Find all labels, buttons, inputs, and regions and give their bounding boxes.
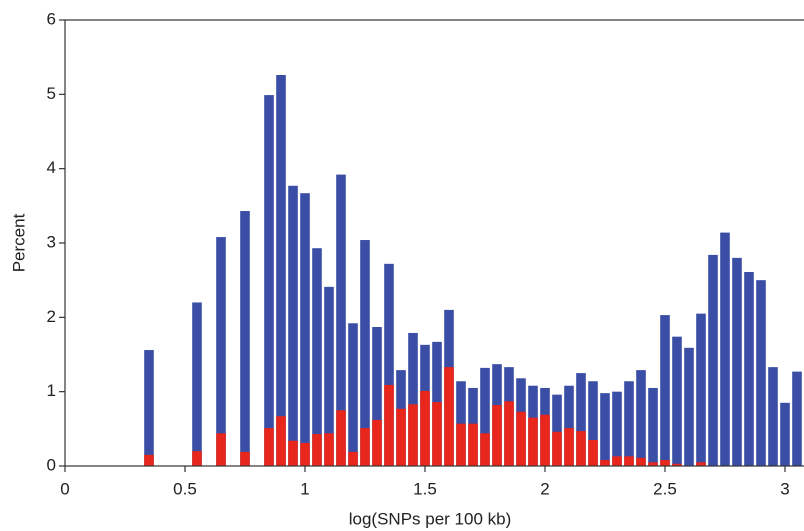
bar: [672, 336, 682, 466]
x-tick-label: 3: [780, 479, 789, 498]
bar: [732, 257, 742, 466]
bar: [576, 373, 586, 466]
bar: [264, 95, 274, 467]
bar: [432, 402, 442, 466]
bar: [216, 237, 226, 466]
bar: [624, 456, 634, 466]
bar: [612, 456, 622, 466]
bar: [780, 402, 790, 466]
bar: [612, 391, 622, 466]
bar: [576, 431, 586, 466]
bar: [240, 451, 250, 466]
bar: [552, 394, 562, 466]
bar: [372, 419, 382, 466]
bar: [420, 390, 430, 466]
y-tick-label: 2: [47, 307, 56, 326]
bar: [144, 454, 154, 466]
bar: [504, 401, 514, 466]
bar: [372, 326, 382, 466]
y-axis-label: Percent: [9, 213, 28, 272]
bar: [288, 185, 298, 466]
bar: [636, 457, 646, 466]
bar: [660, 460, 670, 466]
bar: [744, 271, 754, 466]
bar: [516, 411, 526, 466]
bar: [492, 405, 502, 466]
bar: [552, 431, 562, 466]
bar: [312, 434, 322, 466]
bar: [360, 428, 370, 466]
x-tick-label: 2.5: [653, 479, 677, 498]
bar: [588, 439, 598, 466]
x-tick-label: 0: [60, 479, 69, 498]
bar: [648, 387, 658, 466]
bar: [396, 408, 406, 466]
y-tick-label: 3: [47, 232, 56, 251]
bar: [696, 313, 706, 466]
bar: [564, 385, 574, 466]
bar: [684, 347, 694, 466]
x-tick-label: 2: [540, 479, 549, 498]
bar: [192, 302, 202, 466]
bar: [300, 442, 310, 466]
x-tick-label: 1: [300, 479, 309, 498]
bar: [648, 462, 658, 466]
bar: [408, 332, 418, 466]
bar: [216, 433, 226, 466]
bar: [408, 404, 418, 466]
bar: [336, 410, 346, 466]
bar: [480, 367, 490, 466]
bar: [600, 460, 610, 466]
bar: [144, 350, 154, 466]
bar: [660, 315, 670, 466]
bar: [588, 381, 598, 466]
bar: [600, 393, 610, 466]
bar: [468, 423, 478, 466]
x-tick-label: 0.5: [173, 479, 197, 498]
bar: [336, 174, 346, 466]
bar: [636, 370, 646, 466]
x-tick-label: 1.5: [413, 479, 437, 498]
bar: [456, 423, 466, 466]
bar: [192, 451, 202, 466]
bar: [276, 75, 286, 467]
bar: [288, 440, 298, 466]
bar: [564, 428, 574, 466]
bar: [384, 263, 394, 466]
bar: [768, 367, 778, 466]
y-tick-label: 4: [47, 158, 56, 177]
y-tick-label: 5: [47, 84, 56, 103]
bar: [792, 371, 802, 466]
y-tick-label: 6: [47, 9, 56, 28]
bar: [348, 323, 358, 466]
bar: [540, 414, 550, 466]
bar: [360, 240, 370, 466]
bar: [384, 384, 394, 466]
bar: [672, 463, 682, 466]
bar: [324, 286, 334, 466]
bar: [696, 462, 706, 466]
bar: [528, 417, 538, 466]
bar: [480, 433, 490, 466]
bar: [276, 416, 286, 466]
bar: [720, 232, 730, 466]
y-tick-label: 0: [47, 455, 56, 474]
bar: [444, 367, 454, 466]
bar: [708, 254, 718, 466]
bar: [624, 381, 634, 466]
bar: [300, 193, 310, 467]
bar: [240, 211, 250, 466]
bar: [264, 428, 274, 466]
bar: [348, 451, 358, 466]
bar: [312, 248, 322, 466]
bar: [756, 280, 766, 466]
bar: [324, 433, 334, 466]
y-tick-label: 1: [47, 381, 56, 400]
x-axis-label: log(SNPs per 100 kb): [349, 509, 512, 528]
